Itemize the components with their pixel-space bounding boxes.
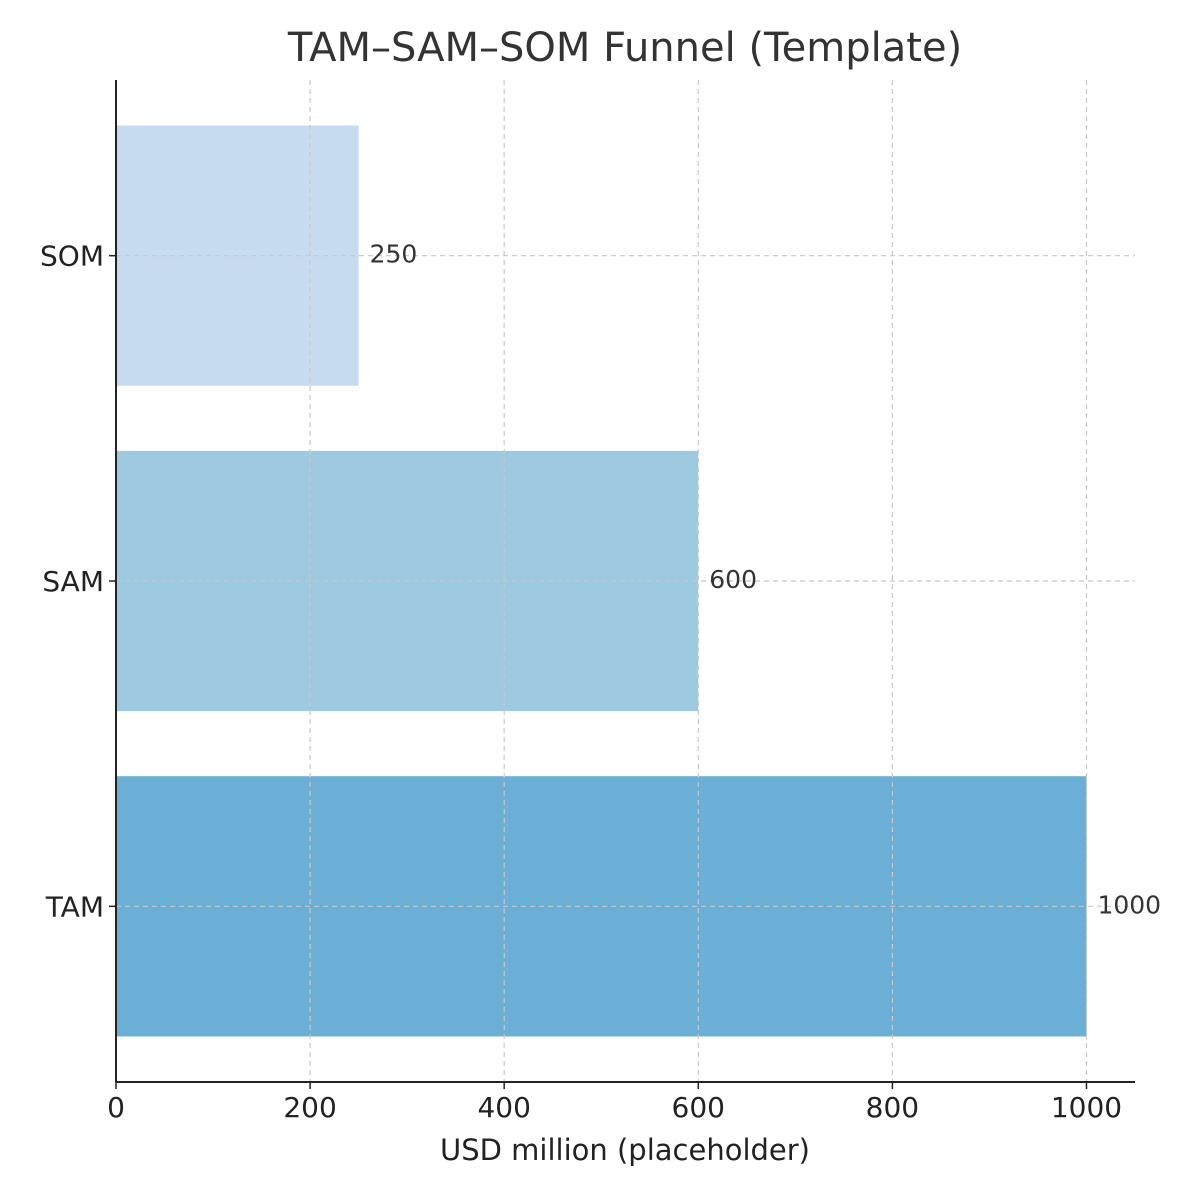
x-axis-label: USD million (placeholder) (440, 1133, 810, 1167)
value-label: 1000 (1097, 890, 1161, 919)
value-label: 250 (370, 240, 418, 269)
x-tick-label: 0 (107, 1091, 125, 1124)
x-tick-label: 200 (283, 1091, 336, 1124)
value-label: 600 (709, 565, 757, 594)
y-tick-label: SOM (40, 240, 104, 273)
x-tick-label: 800 (866, 1091, 919, 1124)
x-tick-label: 400 (477, 1091, 530, 1124)
chart-title: TAM–SAM–SOM Funnel (Template) (287, 25, 962, 71)
y-tick-label: TAM (45, 890, 104, 923)
x-tick-label: 1000 (1051, 1091, 1122, 1124)
y-tick-label: SAM (42, 565, 104, 598)
bar (116, 776, 1087, 1037)
x-tick-label: 600 (672, 1091, 725, 1124)
